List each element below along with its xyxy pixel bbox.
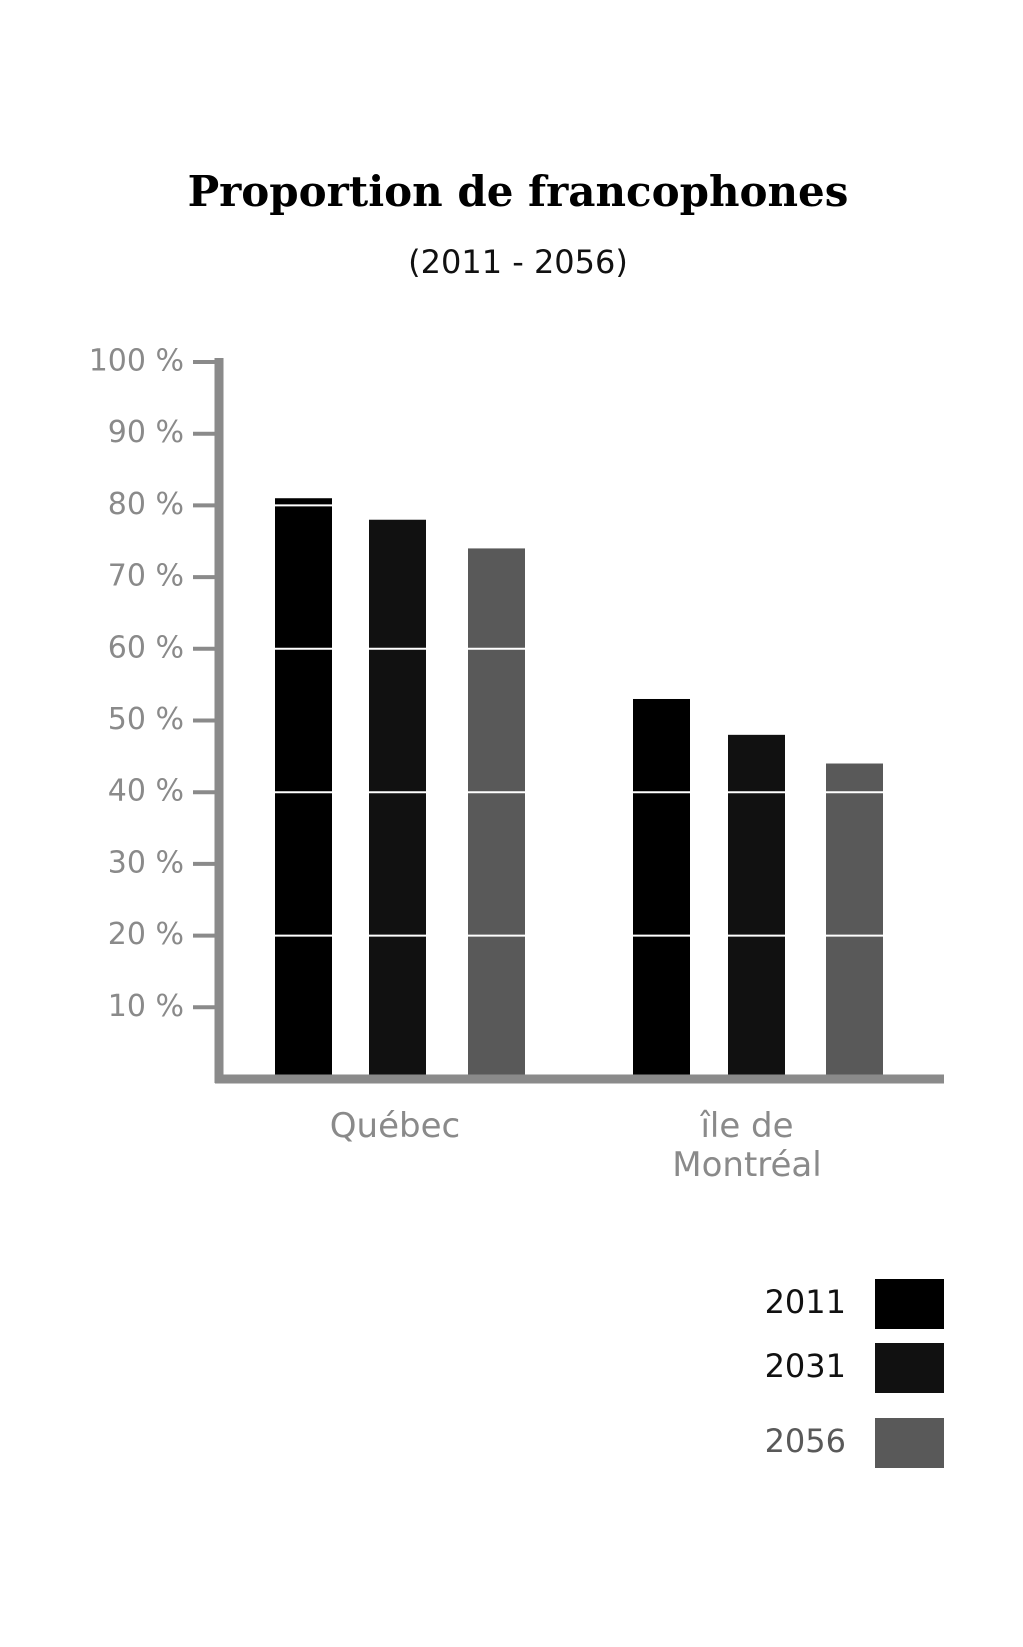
- legend-swatch: [875, 1343, 944, 1393]
- y-tick-label: 10 %: [108, 989, 184, 1024]
- bar: [633, 698, 690, 1079]
- legend-swatch: [875, 1279, 944, 1329]
- y-tick-label: 90 %: [108, 415, 184, 450]
- y-tick-label: 40 %: [108, 774, 184, 809]
- bar: [468, 548, 525, 1079]
- y-tick-label: 20 %: [108, 917, 184, 952]
- y-tick-label: 50 %: [108, 702, 184, 737]
- legend-swatch: [875, 1418, 944, 1468]
- y-tick-label: 30 %: [108, 845, 184, 880]
- legend-label: 2011: [765, 1283, 846, 1321]
- chart-subtitle: (2011 - 2056): [408, 243, 628, 281]
- x-tick-label: Québec: [329, 1106, 461, 1146]
- y-tick-label: 70 %: [108, 559, 184, 594]
- bar: [275, 498, 332, 1080]
- chart-title: Proportion de francophones: [188, 167, 849, 216]
- legend-label: 2031: [765, 1347, 846, 1385]
- y-tick-label: 80 %: [108, 487, 184, 522]
- bar: [826, 763, 883, 1079]
- y-tick-label: 100 %: [89, 344, 184, 379]
- bar: [728, 734, 785, 1079]
- legend-label: 2056: [765, 1422, 846, 1460]
- x-tick-label: île de Montréal: [672, 1106, 822, 1185]
- bar: [369, 519, 426, 1079]
- y-tick-label: 60 %: [108, 630, 184, 665]
